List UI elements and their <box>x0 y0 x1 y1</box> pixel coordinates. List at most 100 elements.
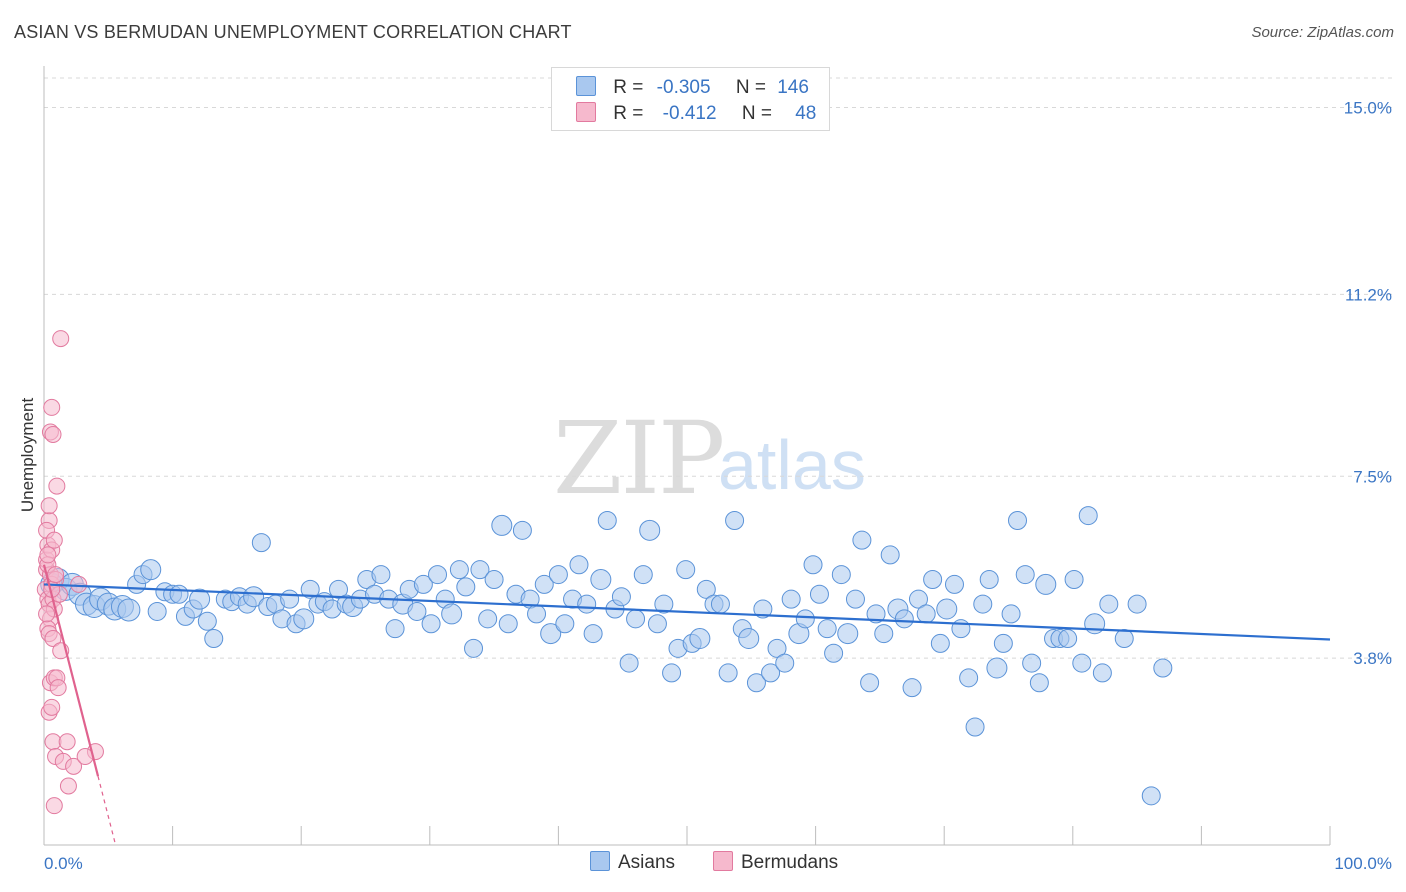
asian-point <box>421 614 441 634</box>
asian-point <box>662 663 682 683</box>
asian-point <box>809 584 829 604</box>
asian-point <box>1114 629 1134 648</box>
asian-point <box>1008 511 1028 530</box>
bermudan-point <box>40 497 58 515</box>
bermudan-trendline <box>42 564 100 777</box>
asian-point <box>725 511 745 530</box>
asian-point <box>639 519 661 541</box>
y-tick-label: 11.2% <box>1345 285 1392 304</box>
asian-point <box>456 577 476 597</box>
bermudan-point <box>43 698 61 716</box>
legend-n-value: 146 <box>777 77 809 98</box>
asian-point <box>923 570 943 589</box>
asian-point <box>597 511 617 530</box>
asians-legend-label: Asians <box>618 852 676 873</box>
asian-point <box>1127 594 1147 614</box>
asian-point <box>583 624 603 644</box>
asian-point <box>491 514 513 536</box>
bermudan-point <box>38 605 56 623</box>
asian-point <box>1015 565 1035 585</box>
asian-point <box>385 619 405 639</box>
asian-point <box>243 586 265 608</box>
bottom-legend-bermudans: Bermudans <box>713 851 838 874</box>
asian-point <box>775 653 795 673</box>
asian-point <box>413 574 433 594</box>
legend-n-value: 48 <box>795 103 817 124</box>
bermudan-point <box>43 398 61 416</box>
asian-point <box>328 579 348 599</box>
asian-point <box>1022 653 1042 673</box>
asian-point <box>1072 653 1092 673</box>
legend-n-label: N = <box>741 103 772 124</box>
asian-point <box>973 594 993 614</box>
asian-point <box>300 579 320 599</box>
asian-point <box>407 601 427 621</box>
asian-point <box>959 668 979 688</box>
asian-point <box>860 673 880 693</box>
y-tick-label: 7.5% <box>1353 467 1392 486</box>
asian-point <box>555 614 575 634</box>
x-tick-label-max: 100.0% <box>1334 854 1392 873</box>
asian-point <box>484 570 504 589</box>
chart-title: ASIAN VS BERMUDAN UNEMPLOYMENT CORRELATI… <box>14 22 572 42</box>
asian-point <box>1099 594 1119 614</box>
correlation-legend: R = -0.305 N = 146 R = -0.412 N = 48 <box>551 67 830 131</box>
asian-point <box>676 560 696 580</box>
bermudan-point <box>65 757 83 775</box>
asian-point <box>512 520 532 540</box>
asian-point <box>852 530 872 550</box>
asian-point <box>831 565 851 585</box>
bermudan-point <box>70 575 88 593</box>
asian-point <box>189 588 211 610</box>
asian-point <box>710 594 730 614</box>
asian-point <box>1153 658 1173 678</box>
asian-point <box>204 629 224 648</box>
asian-point <box>1029 673 1049 693</box>
asian-point <box>527 604 547 624</box>
asian-point <box>428 565 448 585</box>
asian-point <box>837 623 859 645</box>
asian-point <box>738 628 760 649</box>
legend-r-label: R = <box>613 103 644 124</box>
asian-point <box>689 628 711 649</box>
asian-point <box>633 565 653 585</box>
y-tick-label: 15.0% <box>1344 99 1392 118</box>
asian-point <box>293 608 315 630</box>
asian-point <box>894 609 914 629</box>
bermudan-point <box>48 477 66 495</box>
asian-point <box>845 589 865 609</box>
asian-point <box>441 603 463 625</box>
asian-point <box>140 559 162 581</box>
asians-legend-swatch <box>590 851 610 871</box>
bermudans-legend-swatch <box>713 851 733 871</box>
asian-point <box>1092 663 1112 683</box>
asian-point <box>1058 629 1078 648</box>
legend-r-value: -0.412 <box>662 103 717 124</box>
asian-point <box>590 569 612 590</box>
asian-point <box>371 565 391 585</box>
asian-point <box>478 609 498 629</box>
legend-n-label: N = <box>735 77 766 98</box>
asian-point <box>251 533 271 553</box>
asian-point <box>498 614 518 634</box>
asian-point <box>753 599 773 619</box>
bermudan-point <box>44 425 62 443</box>
watermark-zip: ZIP <box>553 400 725 517</box>
asian-point <box>874 624 894 644</box>
asian-point <box>718 663 738 683</box>
asian-point <box>1064 570 1084 589</box>
asian-point <box>577 594 597 614</box>
bermudan-point <box>44 733 62 751</box>
asian-point <box>696 579 716 599</box>
bermudan-point <box>45 531 63 549</box>
asian-point <box>449 560 469 580</box>
asian-point <box>1001 604 1021 624</box>
x-tick-label-min: 0.0% <box>44 854 83 873</box>
bermudan-point <box>59 777 77 795</box>
asian-point <box>548 565 568 585</box>
bermudan-point <box>52 330 70 348</box>
source-note: Source: ZipAtlas.com <box>1251 24 1394 41</box>
asian-point <box>169 584 189 604</box>
asian-point <box>986 657 1008 679</box>
